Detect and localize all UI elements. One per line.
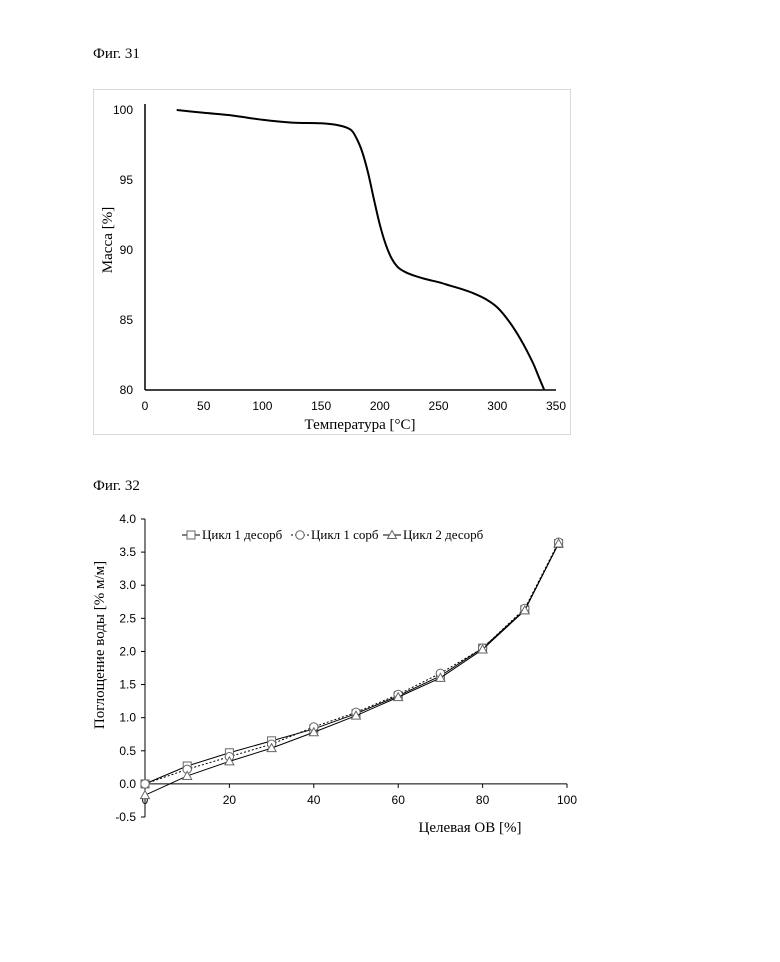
x-tick-label: 0 <box>142 399 149 413</box>
x-tick-label: 50 <box>197 399 211 413</box>
series-circle <box>141 538 563 788</box>
mass-curve <box>177 110 545 390</box>
legend-marker <box>187 531 195 539</box>
x-tick-label: 40 <box>307 793 321 807</box>
y-tick-label: 100 <box>113 103 133 117</box>
y-tick-label: 3.5 <box>119 545 136 559</box>
y-axis-title: Масса [%] <box>100 207 116 273</box>
x-tick-label: 100 <box>557 793 577 807</box>
x-tick-label: 150 <box>311 399 331 413</box>
y-tick-label: 1.0 <box>119 711 136 725</box>
y-axis-title: Поглощение воды [% м/м] <box>92 561 108 729</box>
series-triangle <box>141 539 564 799</box>
chart-water-uptake-vs-rh: -0.50.00.51.01.52.02.53.03.54.0020406080… <box>92 512 577 836</box>
y-tick-label: 2.5 <box>119 611 136 625</box>
series-line <box>145 544 559 784</box>
series-line <box>145 544 559 796</box>
y-tick-label: 80 <box>120 383 134 397</box>
y-tick-label: 90 <box>120 243 134 257</box>
x-tick-label: 350 <box>546 399 566 413</box>
y-tick-label: 4.0 <box>119 512 136 526</box>
chart-mass-vs-temperature: 0 50 100 150 200 250 300 350 80 85 90 95 100 Температ… <box>100 103 566 433</box>
legend-label: Цикл 2 десорб <box>403 527 484 542</box>
legend-label: Цикл 1 десорб <box>202 527 283 542</box>
x-axis-title: Температура [°C] <box>305 417 416 433</box>
x-axis-title: Целевая ОВ [%] <box>419 820 522 836</box>
y-tick-label: 85 <box>120 313 134 327</box>
x-tick-label: 300 <box>487 399 507 413</box>
y-tick-label: 0.5 <box>119 744 136 758</box>
x-tick-label: 20 <box>223 793 237 807</box>
series-square <box>141 540 563 788</box>
data-point <box>141 780 149 788</box>
y-tick-label: 2.0 <box>119 644 136 658</box>
x-tick-label: 100 <box>252 399 272 413</box>
y-tick-label: 3.0 <box>119 578 136 592</box>
legend-label: Цикл 1 сорб <box>311 527 379 542</box>
y-tick-label: 0.0 <box>119 777 136 791</box>
x-tick-label: 250 <box>429 399 449 413</box>
y-tick-label: 95 <box>120 173 134 187</box>
y-tick-label: 1.5 <box>119 678 136 692</box>
y-tick-label: -0.5 <box>115 810 136 824</box>
x-tick-label: 80 <box>476 793 490 807</box>
x-tick-label: 200 <box>370 399 390 413</box>
legend: Цикл 1 десорб Цикл 1 сорб Цикл 2 десорб <box>182 527 484 542</box>
x-tick-label: 60 <box>392 793 406 807</box>
series-line <box>145 542 559 784</box>
legend-marker <box>296 531 304 539</box>
